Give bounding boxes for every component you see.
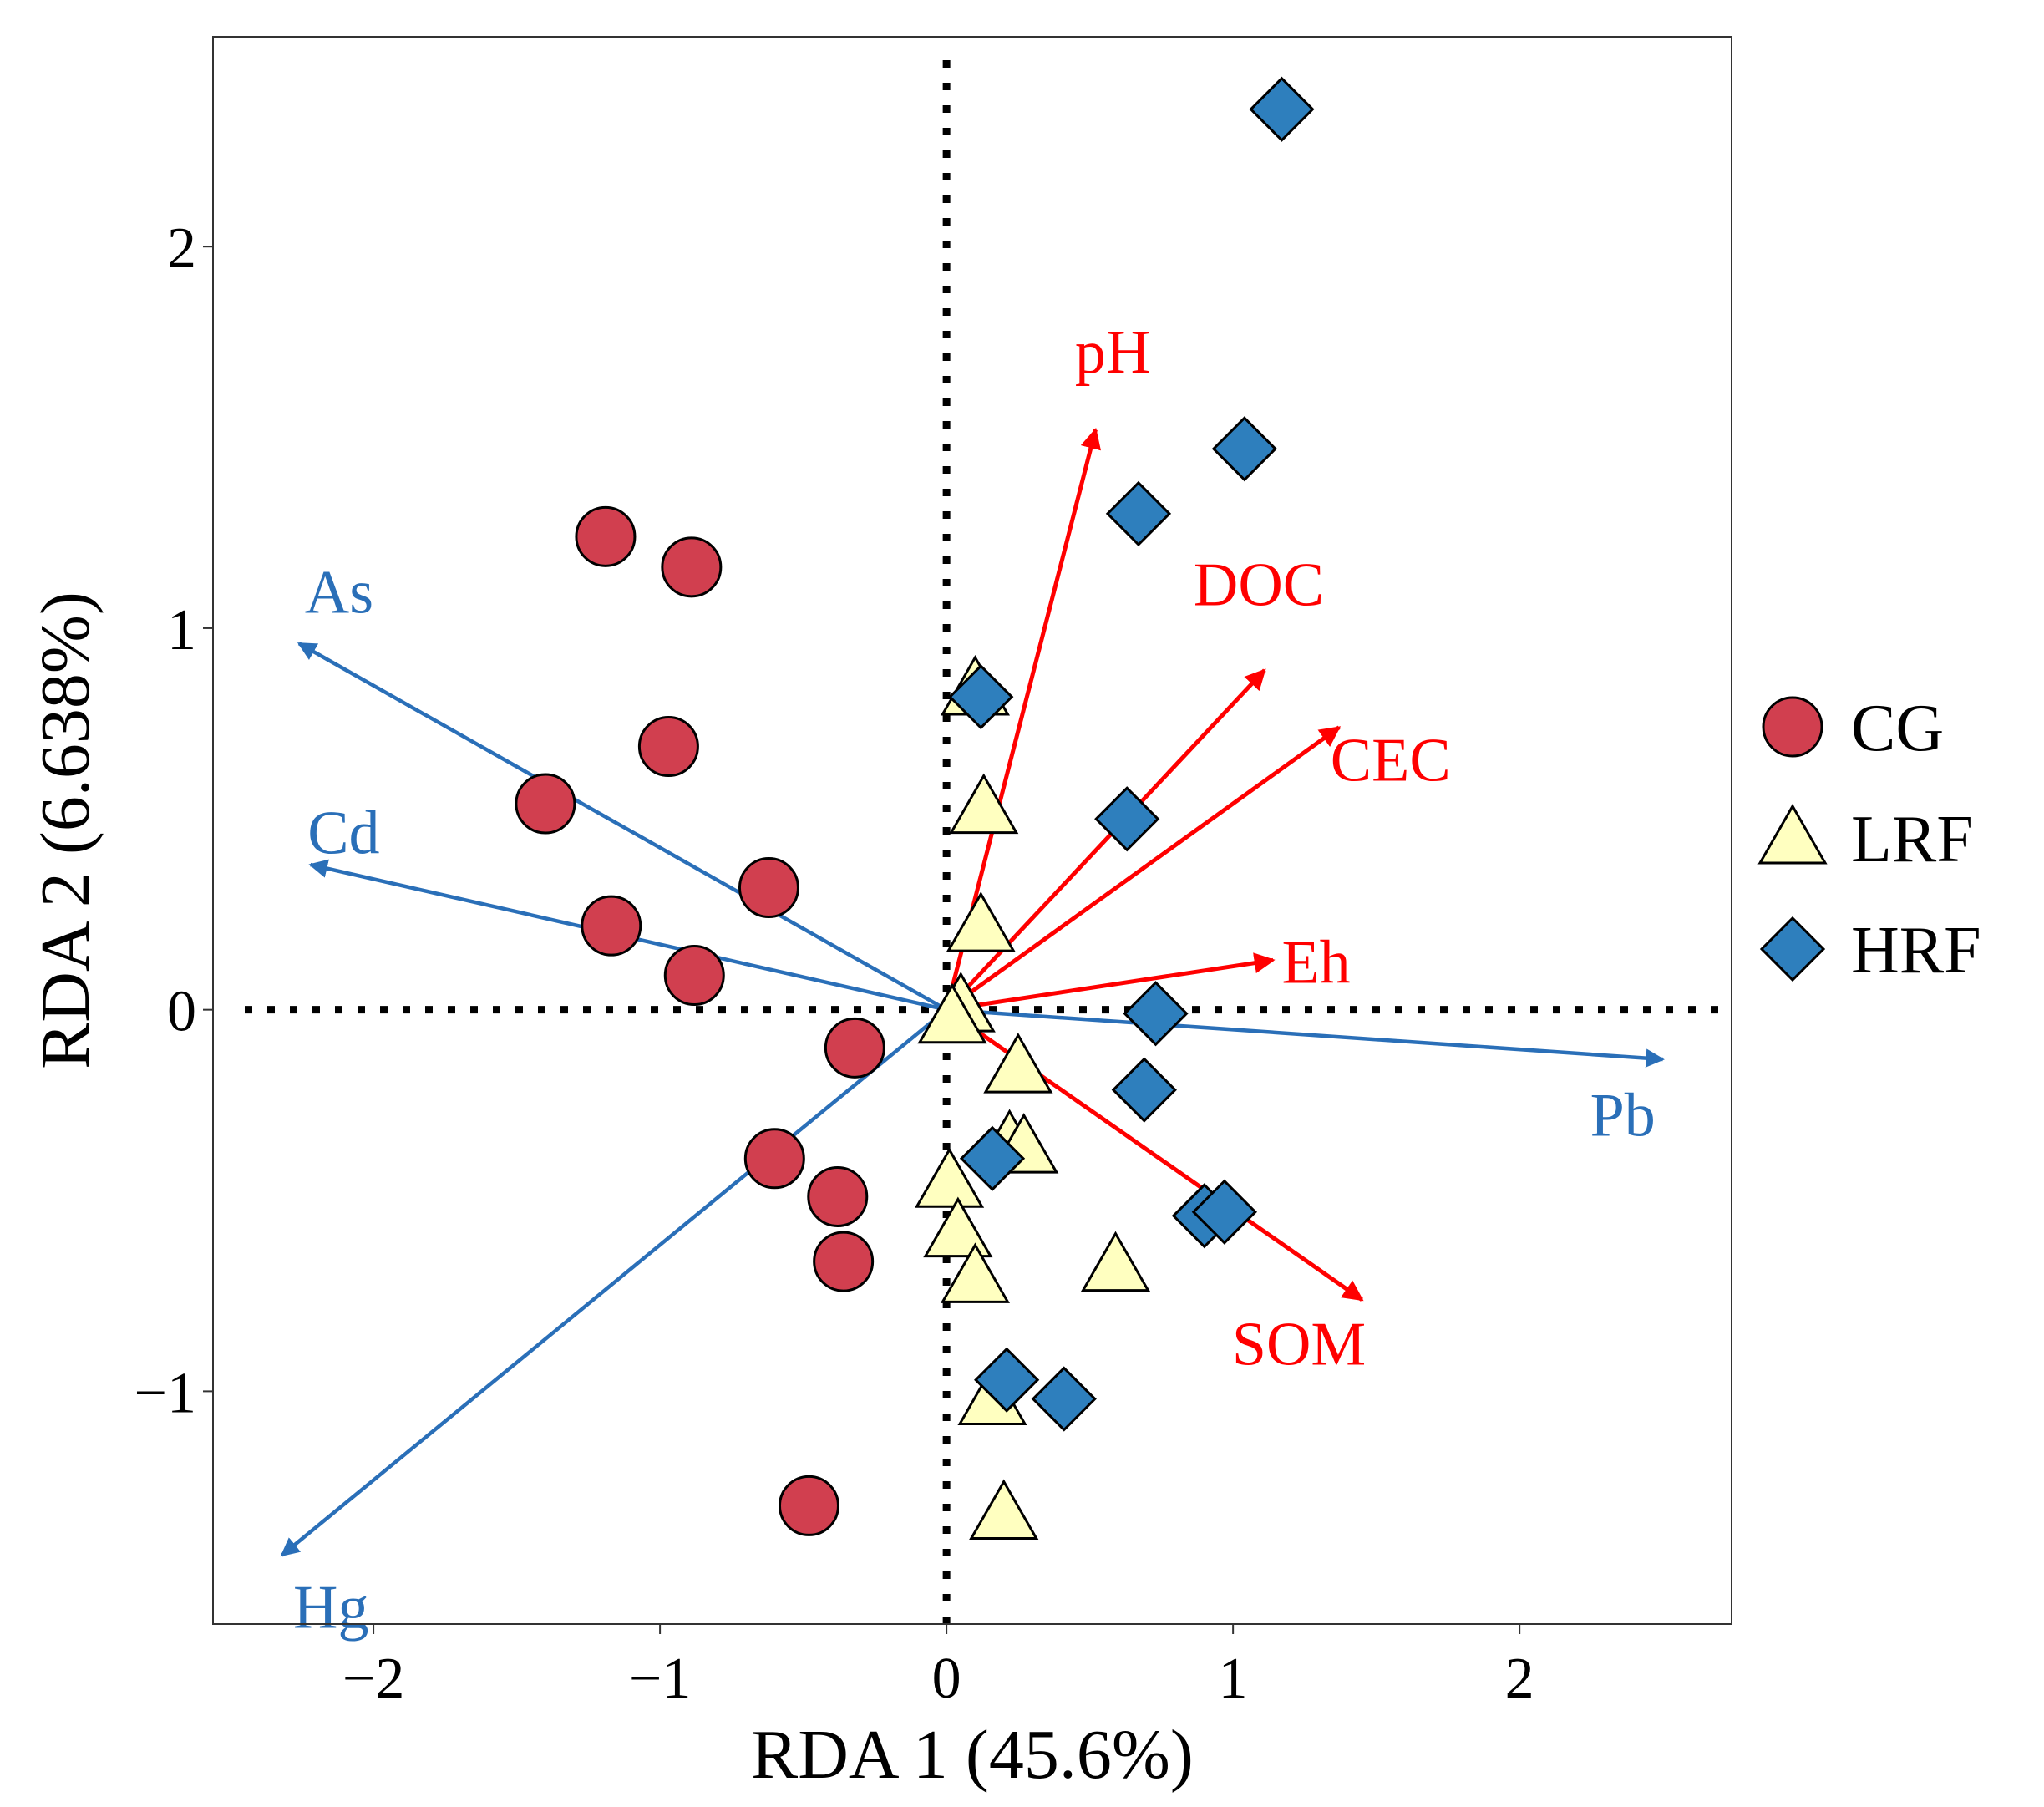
plot-frame — [212, 36, 1732, 1625]
point-lrf-10 — [923, 1196, 993, 1258]
vector-label-as: As — [305, 559, 373, 627]
point-hrf-6 — [1123, 981, 1189, 1047]
point-lrf-3 — [946, 891, 1016, 952]
legend-label-hrf: HRF — [1851, 914, 1981, 987]
point-hrf-8 — [959, 1125, 1026, 1191]
vector-label-som: SOM — [1232, 1310, 1366, 1378]
vector-label-hg: Hg — [293, 1574, 368, 1642]
x-tick-label: −1 — [629, 1647, 691, 1711]
vector-label-cd: Cd — [307, 799, 379, 867]
point-hrf-10 — [1191, 1179, 1257, 1245]
point-cg-2 — [661, 536, 723, 598]
point-cg-8 — [824, 1017, 885, 1079]
point-hrf-11 — [974, 1347, 1040, 1413]
point-lrf-11 — [940, 1242, 1011, 1303]
point-cg-4 — [515, 773, 576, 835]
point-cg-3 — [637, 716, 699, 778]
x-axis: −2 −1 0 1 2 — [342, 1624, 1534, 1711]
x-tick-label: −2 — [342, 1647, 404, 1711]
point-lrf-6 — [983, 1033, 1053, 1094]
x-tick-label: 2 — [1505, 1647, 1534, 1711]
x-axis-title: RDA 1 (45.6%) — [751, 1716, 1194, 1794]
vector-doc — [945, 668, 1266, 1012]
y-axis: −1 0 1 2 — [134, 216, 213, 1425]
legend-marker-cg — [1762, 696, 1823, 758]
vector-label-pb: Pb — [1590, 1081, 1656, 1150]
point-lrf-14 — [969, 1479, 1039, 1541]
legend-label-lrf: LRF — [1851, 803, 1974, 876]
point-cg-6 — [581, 895, 642, 957]
vector-label-eh: Eh — [1281, 929, 1350, 997]
point-hrf-12 — [1031, 1366, 1097, 1432]
point-lrf-5 — [917, 982, 987, 1044]
point-cg-1 — [575, 505, 637, 567]
point-cg-12 — [778, 1475, 839, 1536]
biplot-vectors: pH DOC CEC Eh SOM As Cd Pb Hg — [280, 318, 1665, 1642]
vector-label-ph: pH — [1075, 318, 1150, 387]
point-cg-7 — [663, 945, 725, 1007]
vector-as — [297, 642, 948, 1012]
point-cg-9 — [743, 1128, 805, 1190]
legend-marker-lrf — [1757, 803, 1828, 865]
x-tick-label: 0 — [932, 1647, 961, 1711]
legend-label-cg: CG — [1851, 692, 1944, 765]
y-tick-label: 2 — [167, 216, 196, 281]
y-axis-title: RDA 2 (6.638%) — [27, 591, 104, 1069]
point-hrf-2 — [1211, 416, 1277, 482]
point-hrf-1 — [1249, 76, 1315, 142]
point-lrf-9 — [914, 1147, 985, 1208]
point-cg-5 — [738, 857, 799, 919]
point-hrf-7 — [1111, 1057, 1177, 1123]
sample-points — [515, 76, 1315, 1541]
point-lrf-12 — [1080, 1231, 1151, 1292]
vector-eh — [946, 952, 1276, 1013]
y-tick-label: 0 — [167, 980, 196, 1044]
point-hrf-5 — [1094, 786, 1160, 852]
point-hrf-4 — [948, 664, 1014, 730]
vector-label-doc: DOC — [1194, 551, 1324, 620]
vector-label-cec: CEC — [1331, 727, 1451, 795]
y-tick-label: −1 — [134, 1361, 196, 1425]
point-lrf-2 — [949, 773, 1019, 835]
vector-pb — [946, 1008, 1665, 1068]
vector-cec — [945, 725, 1342, 1012]
x-tick-label: 1 — [1219, 1647, 1248, 1711]
point-cg-10 — [807, 1165, 869, 1227]
y-tick-label: 1 — [167, 598, 196, 662]
point-hrf-3 — [1105, 480, 1172, 547]
legend-marker-hrf — [1759, 916, 1826, 982]
point-cg-11 — [813, 1231, 875, 1292]
vector-hg — [280, 1008, 948, 1557]
legend: CG LRF HRF — [1757, 692, 1981, 987]
